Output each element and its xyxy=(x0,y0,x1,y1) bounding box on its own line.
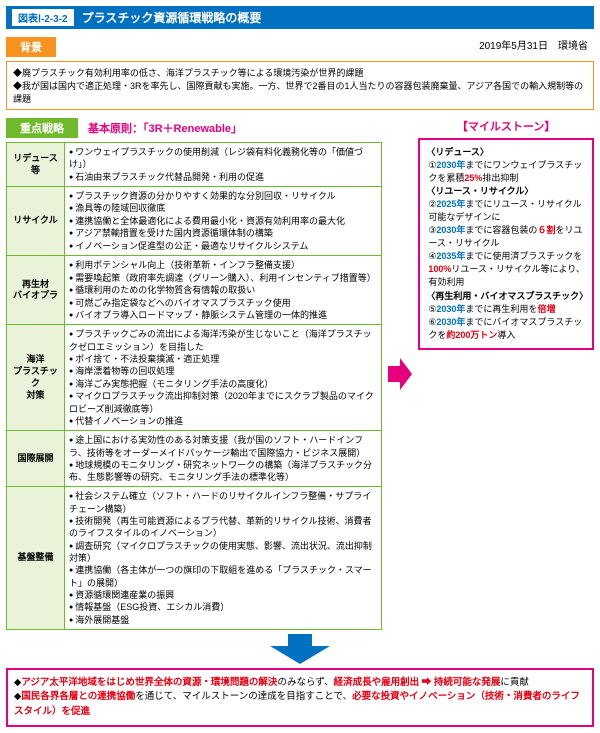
strategy-item: 連携協働（各主体が一つの旗印の下取組を進める「プラスチック・スマート」の展開） xyxy=(69,564,377,589)
category-cell: 海洋プラスチック対策 xyxy=(7,325,65,431)
background-line: 廃プラスチック有効利用率の低さ、海洋プラスチック等による環境汚染が世界的課題 xyxy=(13,66,587,79)
bottom-line: アジア太平洋地域をはじめ世界全体の資源・環境問題の解決のみならず、経済成長や雇用… xyxy=(14,676,586,690)
title-bar: 図表Ⅰ-2-3-2 プラスチック資源循環戦略の概要 xyxy=(6,6,594,29)
category-cell: 基盤整備 xyxy=(7,487,65,630)
items-cell: 社会システム確立（ソフト・ハードのリサイクルインフラ整備・サプライチェーン構築）… xyxy=(65,487,382,630)
figure-number: 図表Ⅰ-2-3-2 xyxy=(12,9,74,26)
strategy-item: プラスチックごみの流出による海洋汚染が生じないこと（海洋プラスチックゼロエミッシ… xyxy=(69,328,377,353)
items-cell: プラスチックごみの流出による海洋汚染が生じないこと（海洋プラスチックゼロエミッシ… xyxy=(65,325,382,431)
strategy-item: 地球規模のモニタリング・研究ネットワークの構築（海洋プラスチック分布、生態影響等… xyxy=(69,459,377,484)
milestone-group: 〈リユース・リサイクル〉 xyxy=(426,185,586,198)
arrow-right-icon xyxy=(388,354,412,394)
strategy-item: 技術開発（再生可能資源によるプラ代替、革新的リサイクル技術、消費者のライフスタイ… xyxy=(69,515,377,540)
category-cell: 再生材バイオプラ xyxy=(7,256,65,325)
strategy-item: 可燃ごみ指定袋などへのバイオマスプラスチック使用 xyxy=(69,297,377,309)
strategy-item: 需要喚起策（政府率先調達（グリーン購入）、利用インセンティブ措置等） xyxy=(69,272,377,284)
date-source: 2019年5月31日 環境省 xyxy=(479,37,594,52)
strategy-item: 途上国における実効性のある対策支援（我が国のソフト・ハードインフラ、技術等をオー… xyxy=(69,434,377,459)
milestone-point: ④2035年までに使用済プラスチックを100%リユース・リサイクル等により、有効… xyxy=(426,250,586,289)
strategy-item: 石油由来プラスチック代替品開発・利用の促進 xyxy=(69,171,377,183)
milestone-heading: 【マイルストーン】 xyxy=(418,118,594,134)
milestone-group: 〈再生利用・バイオマスプラスチック〉 xyxy=(426,290,586,303)
strategy-item: 調査研究（マイクロプラスチックの使用実態、影響、流出状況、流出抑制対策） xyxy=(69,540,377,565)
items-cell: ワンウェイプラスチックの使用削減（レジ袋有料化義務化等の「価値づけ」）石油由来プ… xyxy=(65,143,382,187)
strategy-item: ワンウェイプラスチックの使用削減（レジ袋有料化義務化等の「価値づけ」） xyxy=(69,146,377,171)
strategy-item: ポイ捨て・不法投棄撲滅・適正処理 xyxy=(69,353,377,365)
figure-title: プラスチック資源循環戦略の概要 xyxy=(82,9,262,26)
strategy-item: マイクロプラスチック流出抑制対策（2020年までにスクラブ製品のマイクロビーズ削… xyxy=(69,390,377,415)
items-cell: 途上国における実効性のある対策支援（我が国のソフト・ハードインフラ、技術等をオー… xyxy=(65,431,382,487)
strategy-table: リデュース等ワンウェイプラスチックの使用削減（レジ袋有料化義務化等の「価値づけ」… xyxy=(6,142,382,630)
strategy-label: 重点戦略 xyxy=(6,118,78,138)
strategy-item: イノベーション促進型の公正・最適なリサイクルシステム xyxy=(69,240,377,252)
milestone-point: ③2030年までに容器包装の６割をリユース・リサイクル xyxy=(426,224,586,250)
category-cell: リデュース等 xyxy=(7,143,65,187)
arrow-down-icon xyxy=(6,634,594,666)
strategy-item: 社会システム確立（ソフト・ハードのリサイクルインフラ整備・サプライチェーン構築） xyxy=(69,490,377,515)
milestone-point: ⑤2030年までに再生利用を倍増 xyxy=(426,303,586,316)
milestone-point: ①2030年までにワンウェイプラスチックを累積25%排出抑制 xyxy=(426,159,586,185)
milestone-box: 〈リデュース〉①2030年までにワンウェイプラスチックを累積25%排出抑制〈リユ… xyxy=(418,138,594,350)
strategy-item: アジア禁輸措置を受けた国内資源循環体制の構築 xyxy=(69,227,377,239)
bottom-box: アジア太平洋地域をはじめ世界全体の資源・環境問題の解決のみならず、経済成長や雇用… xyxy=(6,668,594,727)
background-label: 背景 xyxy=(6,37,56,57)
strategy-item: 循環利用のための化学物質含有情報の取扱い xyxy=(69,284,377,296)
strategy-item: 利用ポテンシャル向上（技術革新・インフラ整備支援） xyxy=(69,259,377,271)
strategy-item: 海岸漂着物等の回収処理 xyxy=(69,365,377,377)
items-cell: 利用ポテンシャル向上（技術革新・インフラ整備支援）需要喚起策（政府率先調達（グリ… xyxy=(65,256,382,325)
bottom-line: 国民各界各層との連携協働を通じて、マイルストーンの達成を目指すことで、必要な投資… xyxy=(14,690,586,719)
background-box: 廃プラスチック有効利用率の低さ、海洋プラスチック等による環境汚染が世界的課題我が… xyxy=(6,61,594,110)
strategy-item: 情報基盤（ESG投資、エシカル消費） xyxy=(69,601,377,613)
background-line: 我が国は国内で適正処理・3Rを率先し、国際貢献も実施。一方、世界で2番目の1人当… xyxy=(13,79,587,105)
category-cell: 国際展開 xyxy=(7,431,65,487)
items-cell: プラスチック資源の分かりやすく効果的な分別回収・リサイクル漁具等の陸域回収徹底連… xyxy=(65,187,382,256)
strategy-item: 漁具等の陸域回収徹底 xyxy=(69,202,377,214)
strategy-item: 海洋ごみ実態把握（モニタリング手法の高度化） xyxy=(69,378,377,390)
strategy-item: バイオプラ導入ロードマップ・静脈システム管理の一体的推進 xyxy=(69,309,377,321)
category-cell: リサイクル xyxy=(7,187,65,256)
milestone-point: ⑥2030年までにバイオマスプラスチックを約200万トン導入 xyxy=(426,316,586,342)
milestone-group: 〈リデュース〉 xyxy=(426,146,586,159)
strategy-item: 代替イノベーションの推進 xyxy=(69,415,377,427)
strategy-item: プラスチック資源の分かりやすく効果的な分別回収・リサイクル xyxy=(69,190,377,202)
milestone-point: ②2025年までにリユース・リサイクル可能なデザインに xyxy=(426,198,586,224)
basic-principle: 基本原則：「3R＋Renewable」 xyxy=(88,120,242,136)
strategy-item: 連携協働と全体最適化による費用最小化・資源有効利用率の最大化 xyxy=(69,215,377,227)
strategy-item: 海外展開基盤 xyxy=(69,614,377,626)
